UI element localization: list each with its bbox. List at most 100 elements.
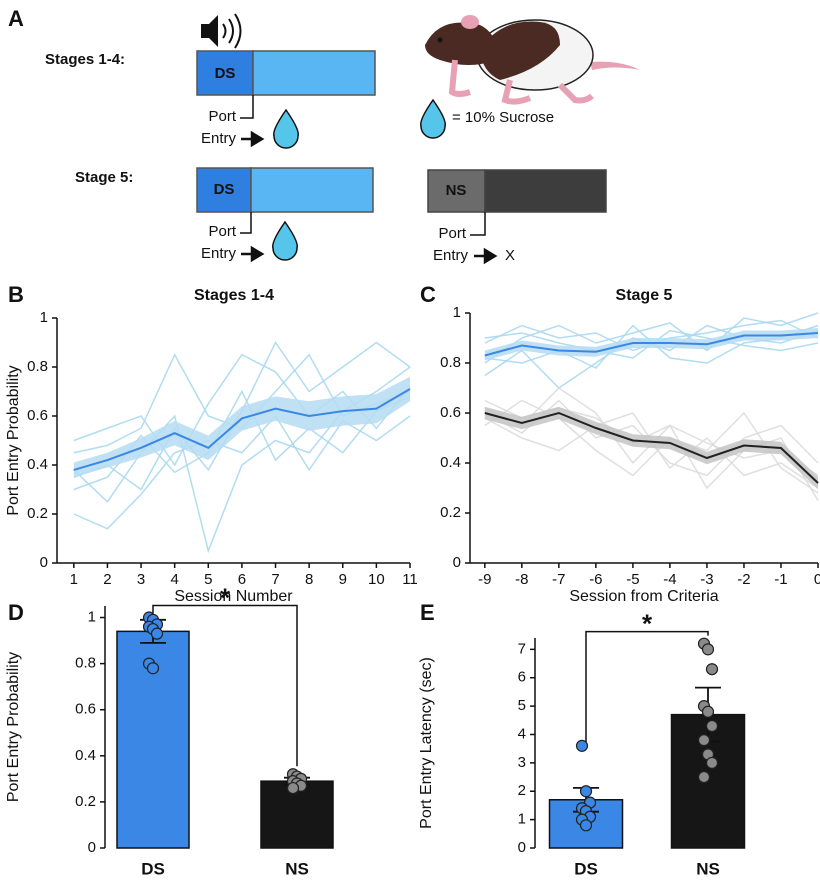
data-point xyxy=(150,627,164,640)
x-axis-label: Session Number xyxy=(174,588,293,605)
panel-label: E xyxy=(420,600,435,625)
y-tick-label: 0.6 xyxy=(75,701,96,718)
chart-title: Stage 5 xyxy=(616,287,673,304)
x-tick-label: 10 xyxy=(368,571,385,588)
y-tick-label: 0.2 xyxy=(440,504,461,521)
data-point xyxy=(286,781,300,795)
cue-label: DS xyxy=(214,181,235,198)
mean-line xyxy=(484,332,819,357)
x-tick-label: -6 xyxy=(589,571,602,588)
data-point xyxy=(575,739,589,752)
port-bracket xyxy=(240,95,254,119)
panel-label: A xyxy=(8,6,24,31)
y-tick-label: 0 xyxy=(88,839,96,856)
mean-line xyxy=(73,388,411,471)
port-bracket xyxy=(240,212,252,234)
data-point xyxy=(146,662,160,675)
y-tick-label: 0.2 xyxy=(75,793,96,810)
schematic: Stages 1-4: DS Port Entry = 10% Sucrose … xyxy=(45,13,640,265)
x-tick-label: -7 xyxy=(552,571,565,588)
panel-label: B xyxy=(8,282,24,307)
y-axis-label: Port Entry Probability xyxy=(5,365,22,515)
y-tick-label: 0.4 xyxy=(75,747,96,764)
x-tick-label: -2 xyxy=(737,571,750,588)
x-tick-label: 11 xyxy=(402,571,418,588)
x-tick-label: NS xyxy=(285,859,309,878)
significance-star: * xyxy=(642,609,653,639)
y-tick-label: 0.6 xyxy=(27,407,48,424)
x-tick-label: -1 xyxy=(774,571,787,588)
y-tick-label: 2 xyxy=(518,782,526,799)
data-point xyxy=(579,785,593,798)
x-tick-label: -9 xyxy=(478,571,491,588)
outcome-label: X xyxy=(505,247,515,264)
sucrose-drop xyxy=(273,108,299,149)
y-tick-label: 0.8 xyxy=(75,655,96,672)
y-tick-label: 3 xyxy=(518,754,526,771)
y-tick-label: 0.2 xyxy=(27,505,48,522)
data-point xyxy=(705,756,719,769)
port-label: Port xyxy=(208,108,236,125)
error-band xyxy=(73,376,411,478)
x-tick-label: NS xyxy=(696,859,720,878)
data-point xyxy=(701,643,715,656)
port-label: Port xyxy=(208,223,236,240)
y-tick-label: 0 xyxy=(453,554,461,571)
speaker-icon xyxy=(201,13,242,49)
significance-star: * xyxy=(220,582,231,612)
y-tick-label: 0 xyxy=(40,554,48,571)
mean-line xyxy=(484,411,819,484)
y-tick-label: 0.4 xyxy=(440,454,461,471)
stage-label: Stage 5: xyxy=(75,169,133,186)
y-tick-label: 0.6 xyxy=(440,404,461,421)
y-tick-label: 1 xyxy=(88,608,96,625)
x-tick-label: 1 xyxy=(70,571,78,588)
y-tick-label: 1 xyxy=(453,304,461,321)
x-tick-label: DS xyxy=(574,859,598,878)
significance-bracket xyxy=(152,604,298,767)
y-tick-label: 7 xyxy=(518,640,526,657)
y-tick-label: 1 xyxy=(40,309,48,326)
x-tick-label: 0 xyxy=(814,571,820,588)
x-tick-label: -5 xyxy=(626,571,639,588)
sucrose-drop xyxy=(272,220,298,261)
cue-box xyxy=(484,169,607,213)
y-tick-label: 4 xyxy=(518,725,526,742)
data-point xyxy=(697,734,711,747)
legend-label: = 10% Sucrose xyxy=(452,109,554,126)
x-tick-label: -3 xyxy=(700,571,713,588)
cue-label: DS xyxy=(215,65,236,82)
x-tick-label: 4 xyxy=(170,571,178,588)
data-point xyxy=(705,663,719,676)
arrow xyxy=(241,130,265,148)
x-axis-label: Session from Criteria xyxy=(569,588,718,605)
data-point xyxy=(579,819,593,832)
cue-box xyxy=(196,167,252,213)
x-tick-label: 8 xyxy=(305,571,313,588)
data-point xyxy=(705,719,719,733)
x-tick-label: 9 xyxy=(339,571,347,588)
port-label: Port xyxy=(438,225,466,242)
error-band xyxy=(484,328,818,361)
significance-bracket xyxy=(585,630,709,742)
entry-label: Entry xyxy=(201,130,237,147)
data-point xyxy=(697,770,711,784)
arrow xyxy=(241,245,265,263)
panel-label: D xyxy=(8,600,24,625)
entry-label: Entry xyxy=(433,247,469,264)
x-tick-label: -4 xyxy=(663,571,676,588)
port-bracket xyxy=(470,212,486,236)
x-tick-label: 5 xyxy=(204,571,212,588)
x-tick-label: -8 xyxy=(515,571,528,588)
x-tick-label: DS xyxy=(141,859,165,878)
x-tick-label: 7 xyxy=(271,571,279,588)
y-tick-label: 6 xyxy=(518,669,526,686)
cue-box xyxy=(250,167,374,213)
y-axis-label: Port Entry Probability xyxy=(5,652,22,802)
y-tick-label: 0.4 xyxy=(27,456,48,473)
cue-box xyxy=(252,50,376,96)
y-axis-label: Port Entry Latency (sec) xyxy=(418,657,435,829)
stage-label: Stages 1-4: xyxy=(45,51,125,68)
rat-icon xyxy=(425,15,640,105)
y-tick-label: 5 xyxy=(518,697,526,714)
